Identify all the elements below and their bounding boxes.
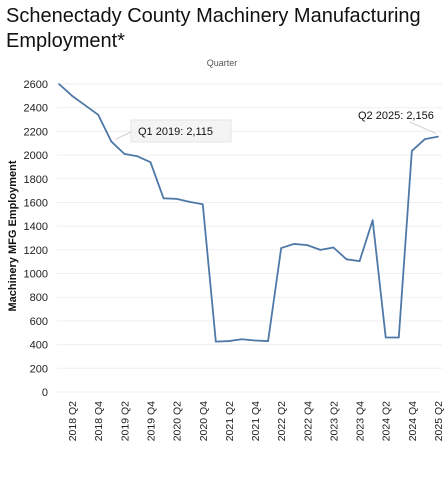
x-tick-label: 2025 Q2 [433, 401, 444, 441]
data-point [97, 114, 100, 116]
data-point [267, 340, 269, 342]
data-point [371, 219, 374, 222]
x-tick-label: 2020 Q2 [172, 401, 184, 441]
data-point [201, 203, 204, 206]
data-point [215, 340, 217, 343]
data-point [384, 336, 387, 339]
annotations: Q1 2019: 2,115 Q2 2025: 2,156 [115, 110, 437, 143]
y-tick-label: 0 [42, 387, 48, 399]
x-tick-label: 2022 Q2 [276, 401, 288, 441]
gridlines [57, 83, 442, 393]
x-tick-label: 2024 Q4 [407, 401, 419, 441]
annotation-label: Q1 2019: 2,115 [138, 126, 213, 138]
data-point [228, 340, 230, 342]
x-tick-label: 2020 Q4 [198, 401, 210, 441]
x-tick-label: 2021 Q4 [250, 401, 262, 441]
data-point [424, 138, 426, 140]
y-tick-label: 600 [30, 316, 48, 328]
data-point [332, 246, 335, 249]
data-point [162, 197, 165, 200]
data-point [188, 201, 191, 203]
y-tick-label: 2000 [24, 150, 48, 162]
data-point [58, 83, 60, 85]
y-tick-label: 200 [30, 363, 48, 375]
y-tick-label: 1600 [24, 197, 48, 209]
data-point [397, 336, 400, 339]
data-point [175, 198, 178, 200]
annotation-box [130, 119, 232, 143]
y-tick-label: 2200 [24, 126, 48, 138]
x-tick-label: 2023 Q2 [328, 401, 340, 441]
annotation-label: Q2 2025: 2,156 [358, 110, 434, 122]
data-point [280, 247, 282, 249]
annotation-leader [409, 121, 437, 135]
y-axis: 0 200 400 600 800 1000 1200 1400 1600 1800 2000 220… [24, 79, 48, 399]
y-tick-label: 800 [30, 292, 48, 304]
data-point [123, 153, 126, 155]
x-tick-label: 2018 Q4 [93, 401, 105, 441]
x-tick-label: 2023 Q4 [355, 401, 367, 441]
series-layer [58, 83, 439, 343]
y-tick-label: 1400 [24, 221, 48, 233]
y-tick-label: 1800 [24, 174, 48, 186]
data-point [319, 249, 322, 251]
data-point [71, 95, 73, 97]
series-line [58, 83, 439, 343]
x-tick-label: 2024 Q2 [381, 401, 393, 441]
x-tick-label: 2019 Q4 [145, 401, 157, 441]
x-tick-label: 2022 Q4 [302, 401, 314, 441]
y-tick-label: 400 [30, 340, 48, 352]
data-point [411, 150, 413, 152]
x-tick-label: 2021 Q2 [224, 401, 236, 441]
x-tick-label: 2019 Q2 [119, 401, 131, 441]
y-tick-label: 1200 [24, 245, 48, 257]
data-point [149, 161, 152, 163]
y-tick-label: 2400 [24, 103, 48, 115]
data-point [136, 155, 139, 158]
data-point [293, 243, 296, 245]
data-point [345, 258, 348, 261]
x-tick-label: 2018 Q2 [67, 401, 79, 441]
data-point [358, 260, 361, 262]
data-point [437, 135, 439, 138]
data-point [84, 104, 86, 107]
data-point [110, 140, 113, 143]
x-axis: 2018 Q2 2018 Q4 2019 Q2 2019 Q4 2020 Q2 2020 … [67, 401, 444, 441]
annotation-leader [115, 131, 132, 140]
y-axis-label: Machinery MFG Employment [7, 160, 19, 311]
data-point [306, 244, 309, 246]
data-point [254, 339, 256, 342]
data-point [241, 338, 243, 341]
top-axis-label: Quarter [206, 58, 238, 68]
y-tick-label: 1000 [24, 269, 48, 281]
y-tick-label: 2600 [24, 79, 48, 91]
chart-title: Schenectady County Machinery Manufacturi… [6, 5, 421, 52]
